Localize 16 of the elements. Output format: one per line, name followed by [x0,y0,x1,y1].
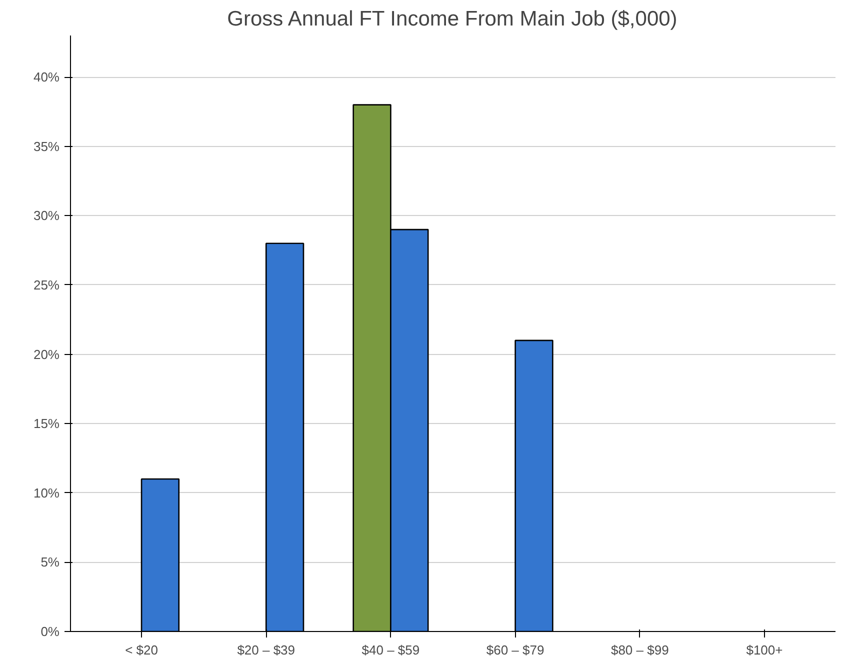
x-tick-label: < $20 [125,642,158,658]
x-tick-label: $60 – $79 [486,642,544,658]
chart-title: Gross Annual FT Income From Main Job ($,000) [227,8,678,30]
x-tick-label: $80 – $99 [610,642,669,658]
y-tick-label: 20% [33,346,60,362]
y-tick-label: 25% [33,277,60,292]
y-tick-label: 15% [33,416,60,432]
x-tick-label: $40 – $59 [362,642,420,658]
y-tick-label: 40% [33,70,60,85]
x-tick-label: $100+ [746,642,783,658]
y-tick-label: 30% [33,208,60,224]
x-tick-label: $20 – $39 [237,642,296,658]
y-tick-label: 10% [33,485,60,500]
y-tick-label: 5% [40,554,60,570]
y-tick-label: 35% [33,138,60,154]
y-tick-label: 0% [40,624,60,639]
